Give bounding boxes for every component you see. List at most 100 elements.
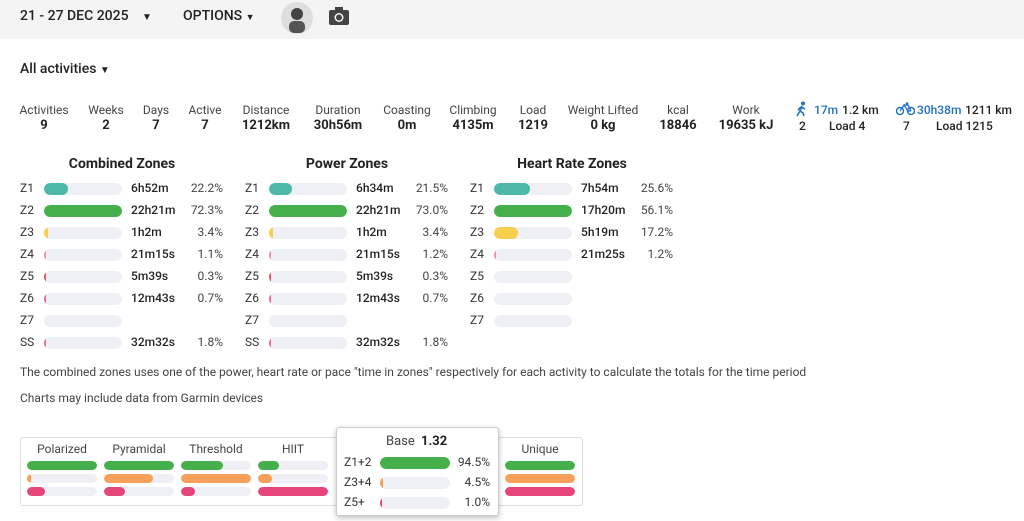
bar-track: [258, 487, 328, 496]
stat-value: 30h56m: [313, 118, 363, 133]
zone-pct: 25.6%: [640, 181, 673, 195]
camera-icon[interactable]: [328, 6, 350, 26]
zone-label: SS: [245, 335, 260, 349]
zone-pct: 0.7%: [422, 291, 448, 305]
bar: [44, 337, 46, 349]
bar: [494, 183, 530, 195]
stat-label: Weight Lifted: [567, 103, 639, 117]
stat-label: Activities: [19, 103, 69, 117]
bar-track: [269, 183, 347, 195]
bar: [505, 461, 575, 470]
bar: [269, 293, 271, 305]
zone-time: 22h21m: [356, 203, 401, 217]
zone-time: 32m32s: [131, 335, 175, 349]
avatar[interactable]: [280, 1, 314, 35]
bar-track: [494, 293, 572, 305]
bike-icon: [896, 102, 915, 116]
bar-track: [44, 337, 122, 349]
zone-pct: 1.8%: [422, 335, 448, 349]
popup-title: Base: [386, 434, 415, 449]
zone-time: 5m39s: [131, 269, 169, 283]
zone-pct: 1.2%: [647, 247, 673, 261]
bar-track: [44, 205, 122, 217]
zone-pct: 17.2%: [640, 225, 673, 239]
bar-track: [104, 487, 174, 496]
sport-count: 7: [903, 119, 910, 133]
bar: [258, 474, 272, 483]
bar: [269, 183, 292, 195]
bar: [181, 461, 223, 470]
zone-time: 12m43s: [131, 291, 175, 305]
popup-zone: Z3+4: [344, 475, 372, 489]
bar: [44, 183, 68, 195]
zone-pct: 1.2%: [422, 247, 448, 261]
bar: [181, 487, 195, 496]
bar-track: [505, 461, 575, 470]
popup-pct: 1.0%: [464, 495, 490, 509]
bar-track: [181, 461, 251, 470]
stat-label: Days: [142, 103, 170, 117]
card-name: Pyramidal: [112, 442, 166, 456]
bar: [44, 227, 48, 239]
zone-time: 22h21m: [131, 203, 176, 217]
zone-label: Z3: [470, 225, 484, 239]
bar-track: [269, 315, 347, 327]
stat-value: 0m: [397, 118, 417, 133]
activity-filter[interactable]: All activities ▼: [20, 61, 110, 77]
zone-pct: 72.3%: [190, 203, 223, 217]
options-text: OPTIONS: [183, 8, 243, 24]
bar-track: [380, 477, 450, 489]
bar: [104, 461, 174, 470]
zone-time: 5h19m: [581, 225, 619, 239]
zone-pct: 21.5%: [415, 181, 448, 195]
sport-distance: 1211 km: [965, 103, 1012, 117]
stat-value: 7: [152, 118, 160, 133]
stat-value: 0 kg: [590, 118, 616, 133]
sport-load: Load 4: [829, 119, 866, 133]
zone-pct: 22.2%: [190, 181, 223, 195]
date-range-text: 21 - 27 DEC 2025: [20, 8, 129, 24]
bar: [269, 205, 347, 217]
bar-track: [181, 474, 251, 483]
walk-icon: [796, 101, 806, 117]
stat-value: 1212km: [241, 118, 291, 133]
zone-title: Power Zones: [305, 156, 389, 172]
zone-label: Z7: [245, 313, 259, 327]
zone-label: Z4: [245, 247, 259, 261]
zone-time: 6h52m: [131, 181, 169, 195]
zone-time: 32m32s: [356, 335, 400, 349]
zone-time: 21m15s: [131, 247, 175, 261]
card-name: HIIT: [281, 442, 305, 456]
bar-track: [380, 457, 450, 469]
bar: [494, 227, 518, 239]
date-range[interactable]: 21 - 27 DEC 2025 ▼: [20, 8, 152, 24]
stat-value: 1219: [518, 118, 548, 133]
zone-title: Heart Rate Zones: [517, 156, 627, 172]
zone-pct: 0.3%: [422, 269, 448, 283]
stat-label: Load: [519, 103, 547, 117]
stat-value: 2: [102, 118, 110, 133]
bar: [44, 205, 122, 217]
zone-label: Z2: [245, 203, 259, 217]
bar-track: [44, 249, 122, 261]
popup-zone: Z1+2: [344, 455, 372, 469]
bar: [258, 487, 328, 496]
sport-distance: 1.2 km: [842, 103, 879, 117]
zone-pct: 3.4%: [197, 225, 223, 239]
stat-value: 9: [40, 118, 48, 133]
bar: [269, 271, 271, 283]
bar-track: [269, 337, 347, 349]
bar: [104, 487, 125, 496]
options-menu[interactable]: OPTIONS ▼: [183, 8, 255, 24]
bar-track: [258, 474, 328, 483]
bar: [44, 293, 46, 305]
bar: [380, 497, 382, 509]
zone-label: Z5: [470, 269, 484, 283]
bar-track: [258, 461, 328, 470]
zone-label: Z6: [470, 291, 484, 305]
note: Charts may include data from Garmin devi…: [20, 391, 264, 405]
stat-label: Climbing: [449, 103, 497, 117]
bar-track: [494, 271, 572, 283]
bar-track: [27, 487, 97, 496]
bar: [494, 205, 572, 217]
